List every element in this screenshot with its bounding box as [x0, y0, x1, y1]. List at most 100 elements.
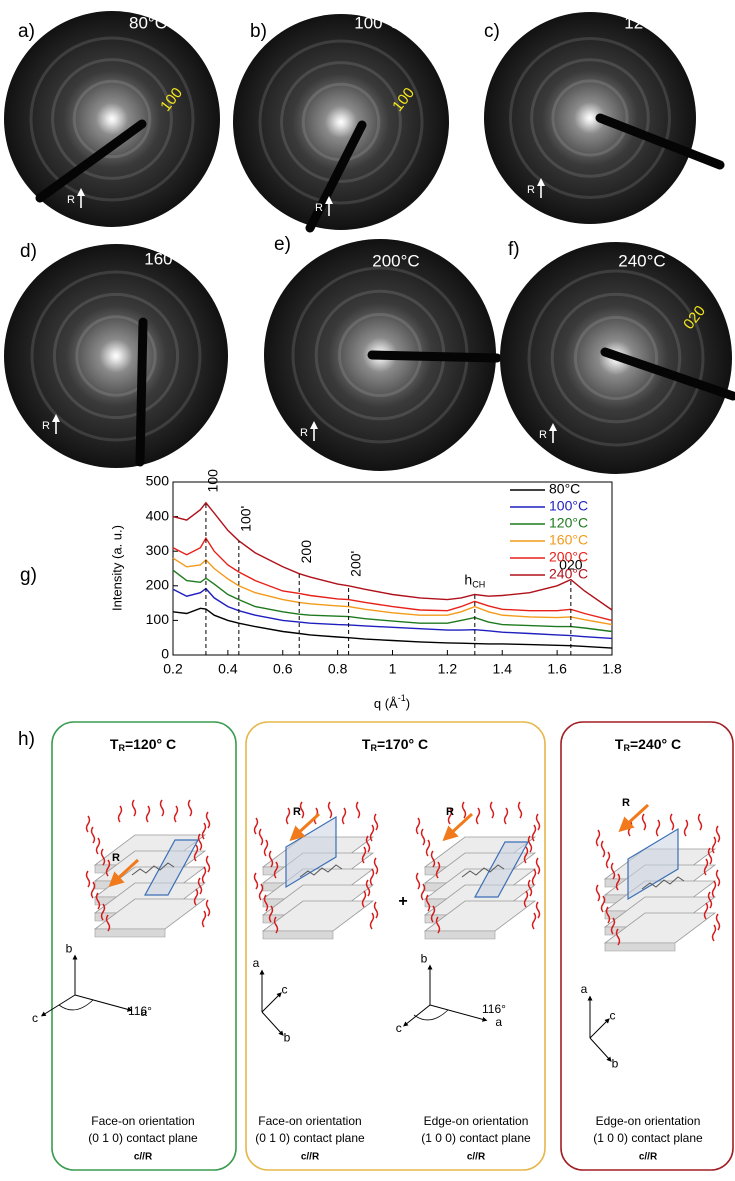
side-chain [711, 924, 717, 942]
side-chain [420, 883, 426, 901]
side-chain [535, 857, 541, 875]
side-chain [420, 828, 426, 846]
side-chain [605, 851, 611, 869]
data-line [172, 569, 613, 633]
side-chain [531, 868, 537, 886]
diffraction-ring [258, 39, 424, 205]
side-chain [201, 910, 207, 928]
diffraction-ring [75, 315, 157, 397]
chart: g) 0 100 200 300 400 500 0.2 0.4 0.6 0.8 1 1.2 1.4 1.6… [20, 469, 622, 712]
diffraction-ring [280, 61, 402, 183]
side-chain [595, 884, 601, 902]
panel-letter: b) [250, 21, 267, 42]
axis-arrow [589, 1018, 610, 1039]
box-title-text: T [110, 736, 119, 752]
box-title-sub: R [370, 743, 377, 753]
diffraction-ring [52, 292, 180, 420]
box-title: TR=120° C [110, 736, 176, 754]
x-tick-label: 1 [389, 661, 397, 677]
side-chain [517, 801, 523, 819]
side-chain [600, 840, 606, 858]
axis-arrow [261, 1011, 284, 1036]
side-chain [197, 877, 203, 895]
axis-label: a [581, 982, 588, 996]
direction-label: c//R [134, 1152, 153, 1163]
side-chain [369, 824, 375, 842]
rubbing-label: R [315, 202, 323, 214]
orientation-name: Edge-on orientation [424, 1114, 529, 1128]
direction-label: c//R [301, 1152, 320, 1163]
box-frame [51, 721, 237, 1171]
data-line [172, 501, 613, 611]
contact-plane-label: (1 0 0) contact plane [421, 1131, 531, 1145]
temperature-label: 160°C [144, 249, 191, 268]
panel-letter: g) [20, 565, 37, 586]
side-chain [253, 872, 259, 890]
contact-plane [473, 841, 530, 898]
rubbing-arrow [289, 812, 321, 842]
side-chain [669, 813, 675, 831]
diffraction-ring [509, 37, 671, 199]
side-chain [187, 799, 193, 817]
box-frame [245, 721, 546, 1171]
diffraction-ring [527, 269, 705, 447]
side-chain [711, 836, 717, 854]
diffraction-pattern [4, 244, 228, 468]
diffraction-ring [72, 79, 152, 159]
beam-stop [135, 317, 148, 467]
peak-label: 020 [559, 556, 583, 572]
diffraction-pattern [484, 12, 696, 224]
peak-label-text: h [464, 571, 472, 587]
side-chain [373, 813, 379, 831]
side-chain [193, 844, 199, 862]
side-chain [531, 824, 537, 842]
contact-plane-label: (0 1 0) contact plane [88, 1131, 198, 1145]
side-chain [263, 839, 269, 857]
side-chain [610, 917, 616, 935]
y-tick-label: 100 [146, 611, 170, 627]
contact-plane-label: (0 1 0) contact plane [255, 1131, 365, 1145]
side-chain [703, 902, 709, 920]
beam-stop [595, 113, 725, 170]
side-chain [258, 883, 264, 901]
beam-stop [305, 120, 367, 233]
legend-label: 160°C [549, 532, 588, 548]
panel-letter: f) [508, 239, 520, 260]
temperature-label: 120°C [624, 13, 671, 32]
side-chain [703, 858, 709, 876]
contact-plane [285, 815, 337, 889]
side-chain [201, 866, 207, 884]
y-tick-label: 500 [146, 473, 170, 489]
side-chain [461, 801, 467, 819]
direction-label: c//R [639, 1152, 658, 1163]
side-chain [197, 833, 203, 851]
axis-arrow [589, 1037, 612, 1062]
direction-label: c//R [467, 1152, 486, 1163]
side-chain [415, 872, 421, 890]
x-tick-label: 1.4 [493, 661, 513, 677]
beam-stop [600, 347, 735, 401]
box-frame [560, 721, 734, 1171]
rubbing-arrow [618, 803, 650, 833]
diffraction-pattern [4, 11, 220, 227]
x-tick-label: 0.6 [273, 661, 293, 677]
joiner: + [398, 893, 407, 910]
side-chain [489, 801, 495, 819]
rubbing-label: R [527, 184, 535, 196]
peak-label: 100' [238, 506, 254, 532]
lamella-side [424, 930, 496, 940]
legend-label: 200°C [549, 549, 588, 565]
side-chain [605, 906, 611, 924]
side-chain [100, 903, 106, 921]
side-chain [535, 901, 541, 919]
side-chain [268, 905, 274, 923]
side-chain [531, 912, 537, 930]
orientation-name: Edge-on orientation [596, 1114, 701, 1128]
peak-label-sub: CH [472, 580, 485, 590]
panel-letter: e) [274, 234, 291, 255]
side-chain [707, 891, 713, 909]
panel-letter: c) [484, 21, 500, 42]
